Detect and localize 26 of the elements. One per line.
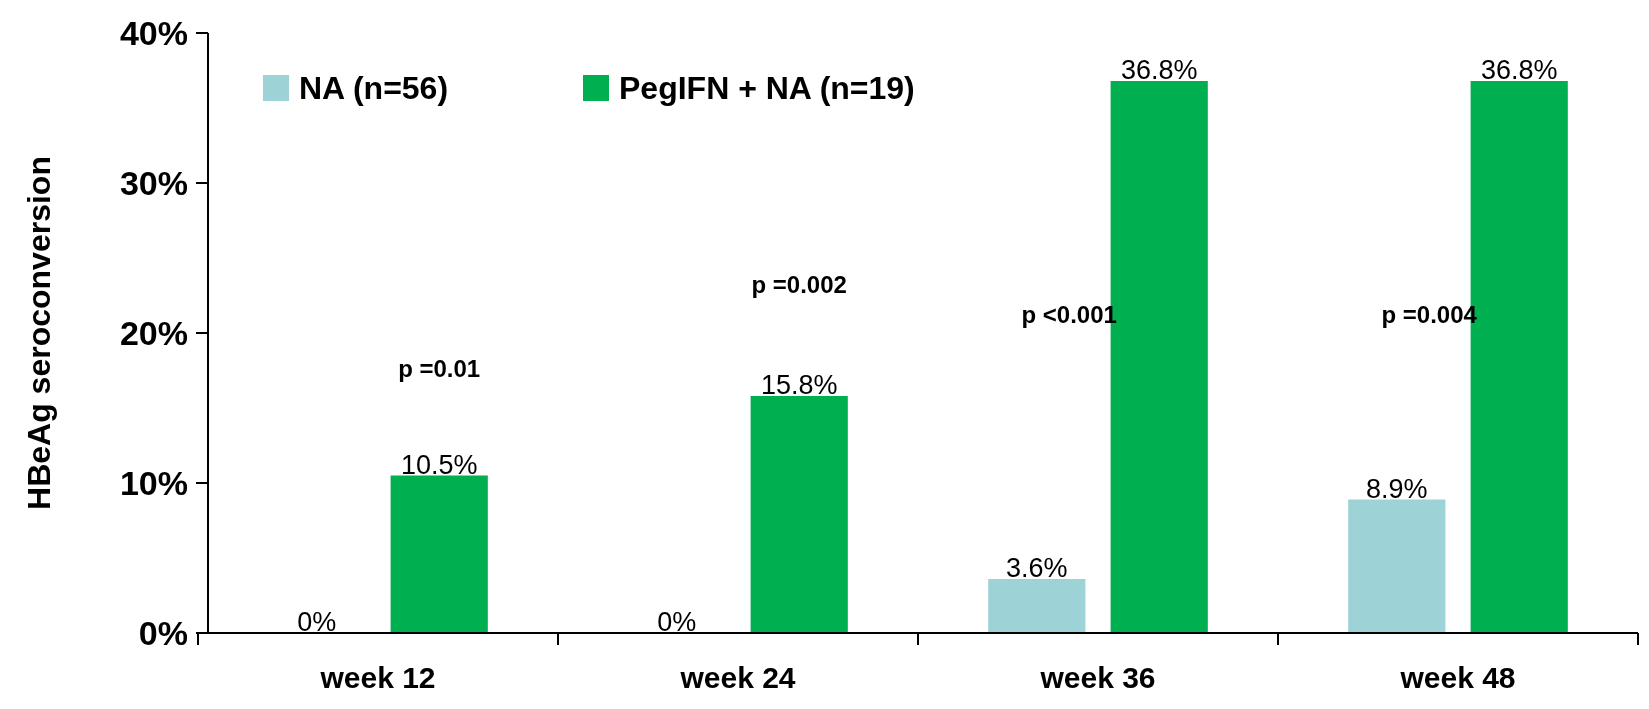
annotation: p =0.01 <box>398 355 481 383</box>
data-label: 0% <box>297 607 337 637</box>
data-label: 36.8% <box>1480 55 1558 85</box>
annotation: p =0.002 <box>751 271 847 299</box>
y-tick-label: 10% <box>119 463 188 502</box>
bar <box>750 396 848 633</box>
y-axis-title: HBeAg seroconversion <box>21 156 57 510</box>
y-tick-label: 40% <box>119 13 188 52</box>
bar <box>988 579 1086 633</box>
data-label: 0% <box>657 607 697 637</box>
x-tick-label: week 36 <box>1039 661 1156 694</box>
y-tick-label: 30% <box>119 163 188 202</box>
data-label: 8.9% <box>1366 473 1428 504</box>
legend-label: NA (n=56) <box>299 70 449 107</box>
data-label: 3.6% <box>1006 553 1068 583</box>
bar <box>390 475 488 633</box>
y-tick-label: 0% <box>138 613 188 652</box>
x-tick-label: week 48 <box>1399 661 1516 694</box>
data-label: 36.8% <box>1120 55 1198 85</box>
x-tick-label: week 24 <box>679 661 796 694</box>
bar <box>1348 499 1446 633</box>
y-tick-label: 20% <box>119 313 188 352</box>
x-tick-label: week 12 <box>319 661 436 694</box>
data-label: 10.5% <box>400 449 478 480</box>
legend-label: PegIFN + NA (n=19) <box>619 70 915 107</box>
data-label: 15.8% <box>760 370 838 400</box>
